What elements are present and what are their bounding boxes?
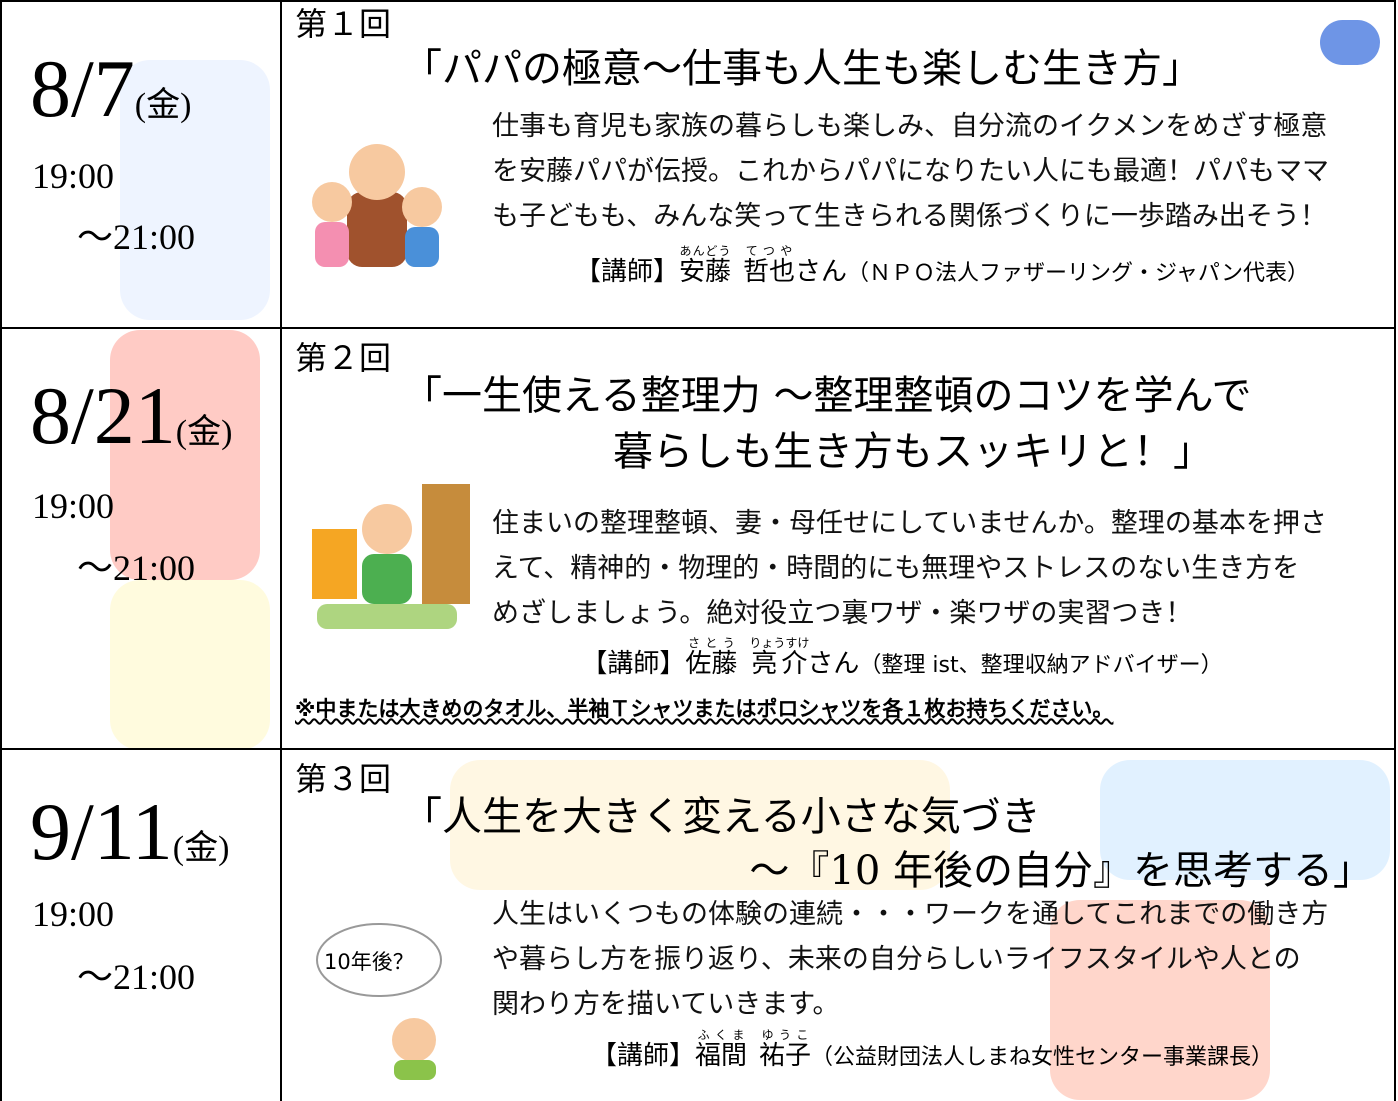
lecturer-label: 【講師】 — [581, 649, 686, 679]
description-line: 関わり方を描いていきます。 — [492, 989, 840, 1020]
weekday: (金) — [172, 830, 230, 867]
lecturer-name: 福間ふくま — [694, 1028, 747, 1071]
honorific: さん — [795, 257, 848, 287]
name-reading: てつや — [742, 244, 796, 258]
note: ※中または大きめのタオル、半袖Ｔシャツまたはポロシャツを各１枚お持ちください。 — [295, 697, 1114, 721]
lecturer: 【講師】安藤あんどう哲也てつやさん（ＮＰＯ法人ファザーリング・ジャパン代表） — [575, 244, 1309, 288]
lecturer-label: 【講師】 — [590, 1041, 695, 1071]
description-line: 仕事も育児も家族の暮らしも楽しみ、自分流のイクメンをめざす極意 — [492, 111, 1328, 142]
time-start: 19:00 — [32, 894, 115, 934]
lecturer-name: 亮介りょうすけ — [749, 636, 810, 679]
name-reading: さとう — [685, 636, 738, 650]
tidying-illustration — [312, 484, 470, 629]
puzzle-icon — [1320, 20, 1380, 65]
date: 8/7 — [30, 43, 135, 134]
affiliation: （整理 ist、整理収納アドバイザー） — [859, 653, 1223, 678]
time-end: ～21:00 — [77, 957, 196, 997]
date: 9/11 — [30, 786, 173, 877]
name-reading: りょうすけ — [749, 636, 810, 650]
illustration — [307, 479, 472, 639]
family-illustration — [312, 144, 442, 267]
description-line: 人生はいくつもの体験の連続・・・ワークを通してこれまでの働き方 — [492, 899, 1329, 930]
date-line: 8/21(金) — [30, 369, 232, 463]
thought-bubble — [316, 923, 442, 1080]
decoration — [1050, 900, 1270, 1100]
session-title: ～『10 年後の自分』を思考する」 — [749, 848, 1373, 894]
decoration — [120, 60, 270, 320]
lecturer-name: 安藤あんどう — [678, 244, 731, 287]
session-title: 「人生を大きく変える小さな気づき — [402, 794, 1041, 840]
session-row: 8/7(金) 19:00 ～21:00 第１回 「パパの極意～仕事も人生も楽しむ生き方」… — [0, 0, 1396, 327]
time-start: 19:00 — [32, 156, 115, 196]
lecturer-name: 祐子ゆうこ — [759, 1028, 812, 1071]
session-row: 9/11(金) 19:00 ～21:00 第３回 「人生を大きく変える小さな気づき ～『1… — [0, 748, 1396, 1101]
lecturer-label: 【講師】 — [574, 257, 679, 287]
honorific: さん — [807, 649, 860, 679]
session-title: 「一生使える整理力 ～整理整頓のコツを学んで — [402, 373, 1252, 419]
name-reading: ふくま — [694, 1028, 747, 1042]
description-line: 住まいの整理整頓、妻・母任せにしていませんか。整理の基本を押さ — [492, 508, 1327, 539]
illustration: 10年後？ — [314, 920, 454, 1080]
description-line: や暮らし方を振り返り、未来の自分らしいライフスタイルや人との — [492, 944, 1301, 975]
date-line: 8/7(金) — [30, 42, 191, 136]
description-line: も子どもも、みんな笑って生きられる関係づくりに一歩踏み出そう！ — [492, 201, 1327, 232]
time-start: 19:00 — [32, 486, 115, 526]
illustration — [307, 137, 447, 267]
affiliation: （公益財団法人しまね女性センター事業課長） — [811, 1045, 1274, 1070]
decoration — [110, 580, 270, 750]
lecturer: 【講師】佐藤さとう亮介りょうすけさん（整理 ist、整理収納アドバイザー） — [581, 636, 1222, 680]
date-cell: 8/7(金) 19:00 ～21:00 — [2, 2, 282, 327]
decoration — [110, 330, 260, 580]
lecturer-name: 佐藤さとう — [685, 636, 738, 679]
weekday: (金) — [134, 87, 192, 124]
description-line: めざしましょう。絶対役立つ裏ワザ・楽ワザの実習つき！ — [492, 598, 1193, 629]
weekday: (金) — [175, 414, 233, 451]
session-number: 第２回 — [295, 339, 392, 377]
date-cell: 9/11(金) 19:00 ～21:00 — [2, 750, 282, 1101]
time-end: ～21:00 — [77, 548, 196, 588]
lecturer-name: 哲也てつや — [742, 244, 796, 287]
name-reading: ゆうこ — [759, 1028, 811, 1042]
time-end: ～21:00 — [77, 217, 196, 257]
session-row: 8/21(金) 19:00 ～21:00 第２回 「一生使える整理力 ～整理整頓のコツを… — [0, 327, 1396, 748]
name-reading: あんどう — [678, 244, 731, 258]
session-title: 「パパの極意～仕事も人生も楽しむ生き方」 — [402, 46, 1202, 92]
description-line: えて、精神的・物理的・時間的にも無理やストレスのない生き方を — [492, 553, 1300, 584]
description-line: を安藤パパが伝授。これからパパになりたい人にも最適！パパもママ — [492, 156, 1329, 187]
bubble-text: 10年後？ — [324, 950, 414, 974]
lecturer: 【講師】福間ふくま祐子ゆうこ（公益財団法人しまね女性センター事業課長） — [591, 1028, 1273, 1072]
session-title: 暮らしも生き方もスッキリと！」 — [613, 429, 1213, 475]
decoration — [1100, 760, 1390, 880]
date-cell: 8/21(金) 19:00 ～21:00 — [2, 329, 282, 748]
session-number: 第１回 — [295, 5, 392, 43]
affiliation: （ＮＰＯ法人ファザーリング・ジャパン代表） — [847, 261, 1310, 286]
date-line: 9/11(金) — [30, 785, 229, 879]
session-number: 第３回 — [295, 760, 392, 798]
date: 8/21 — [30, 370, 176, 461]
decoration — [450, 760, 950, 890]
